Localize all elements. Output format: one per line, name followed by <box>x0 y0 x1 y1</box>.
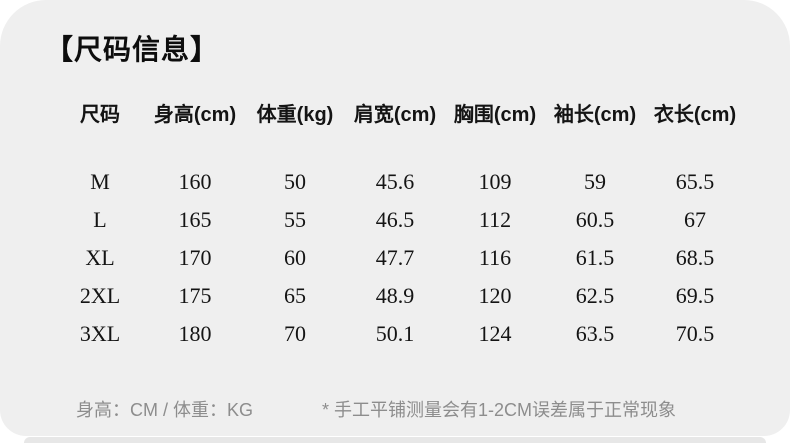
table-row: L 165 55 46.5 112 60.5 67 <box>55 201 745 239</box>
value-cell: 55 <box>284 207 306 232</box>
value-cell: 109 <box>478 169 512 194</box>
footnote: 身高：CM / 体重：KG * 手工平铺测量会有1-2CM误差属于正常现象 <box>0 396 790 422</box>
size-cell: 2XL <box>79 283 121 308</box>
table-row: 3XL 180 70 50.1 124 63.5 70.5 <box>55 315 745 353</box>
value-cell: 60 <box>284 245 306 270</box>
size-cell: XL <box>85 245 115 270</box>
value-cell: 59 <box>584 169 606 194</box>
size-cell: M <box>90 169 110 194</box>
value-cell: 70 <box>284 321 306 346</box>
size-table-body: M 160 50 45.6 109 59 65.5 L 165 55 46.5 112 60.5 67 XL… <box>55 163 745 353</box>
size-table: 尺码 身高(cm) 体重(kg) 肩宽(cm) 胸围(cm) 袖长(cm) 衣长(cm) M… <box>55 97 745 353</box>
value-cell: 170 <box>178 245 212 270</box>
value-cell: 160 <box>178 169 212 194</box>
value-cell: 165 <box>178 207 212 232</box>
section-title: 【尺码信息】 <box>45 34 220 65</box>
header-cell: 尺码 <box>80 103 120 126</box>
value-cell: 67 <box>684 207 706 232</box>
value-cell: 65.5 <box>675 169 715 194</box>
value-cell: 50.1 <box>375 321 415 346</box>
value-cell: 46.5 <box>375 207 415 232</box>
header-cell: 身高(cm) <box>153 103 237 126</box>
table-row: XL 170 60 47.7 116 61.5 68.5 <box>55 239 745 277</box>
size-table-header-row: 尺码 身高(cm) 体重(kg) 肩宽(cm) 胸围(cm) 袖长(cm) 衣长(cm) <box>55 97 745 127</box>
value-cell: 62.5 <box>575 283 615 308</box>
table-row: 2XL 175 65 48.9 120 62.5 69.5 <box>55 277 745 315</box>
value-cell: 50 <box>284 169 306 194</box>
value-cell: 70.5 <box>675 321 715 346</box>
value-cell: 116 <box>478 245 512 270</box>
value-cell: 68.5 <box>675 245 715 270</box>
value-cell: 45.6 <box>375 169 415 194</box>
value-cell: 175 <box>178 283 212 308</box>
value-cell: 112 <box>478 207 512 232</box>
next-section-card-edge <box>24 437 766 443</box>
value-cell: 47.7 <box>375 245 415 270</box>
size-cell: 3XL <box>79 321 121 346</box>
value-cell: 69.5 <box>675 283 715 308</box>
size-cell: L <box>93 207 107 232</box>
value-cell: 65 <box>284 283 306 308</box>
header-cell: 胸围(cm) <box>453 103 537 126</box>
value-cell: 180 <box>178 321 212 346</box>
header-cell: 袖长(cm) <box>553 103 637 126</box>
header-cell: 衣长(cm) <box>653 103 737 126</box>
value-cell: 63.5 <box>575 321 615 346</box>
measure-tolerance-note: * 手工平铺测量会有1-2CM误差属于正常现象 <box>322 400 677 420</box>
table-row: M 160 50 45.6 109 59 65.5 <box>55 163 745 201</box>
value-cell: 120 <box>478 283 512 308</box>
value-cell: 61.5 <box>575 245 615 270</box>
header-cell: 肩宽(cm) <box>353 103 437 126</box>
value-cell: 48.9 <box>375 283 415 308</box>
header-cell: 体重(kg) <box>256 103 334 126</box>
units-note: 身高：CM / 体重：KG <box>76 400 254 420</box>
value-cell: 124 <box>478 321 512 346</box>
value-cell: 60.5 <box>575 207 615 232</box>
